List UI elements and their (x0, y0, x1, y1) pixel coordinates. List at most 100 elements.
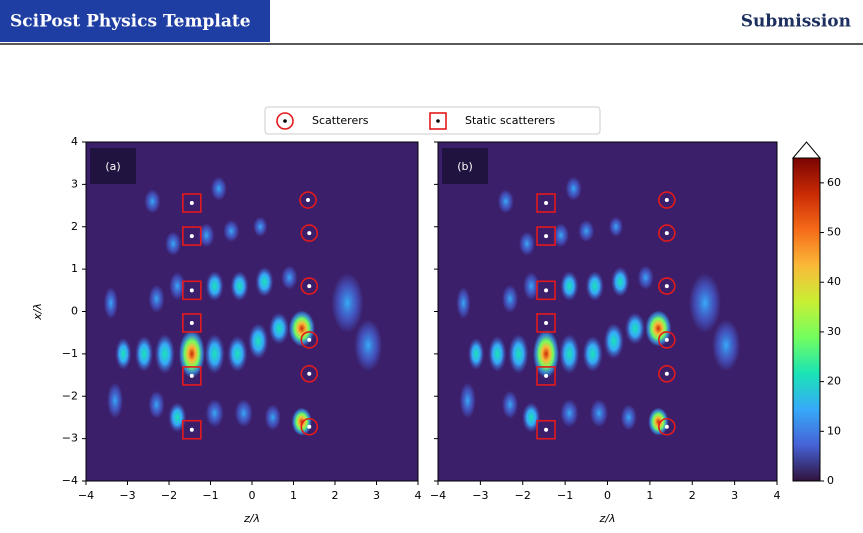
static-scatterer (536, 313, 556, 333)
scatterer-dot (306, 198, 311, 203)
fringe (552, 223, 569, 248)
fringe (559, 333, 580, 374)
scatterer-dot (189, 320, 194, 325)
x-tick-label: −4 (78, 489, 94, 502)
scatterer-dot (664, 284, 669, 289)
scatterer-dot (664, 371, 669, 376)
fringe (560, 271, 579, 302)
x-tick-label: 2 (332, 489, 339, 502)
header-status: Submission (741, 12, 851, 32)
scatterer (300, 224, 319, 242)
colorbar (792, 157, 821, 482)
heatmap-bg (86, 142, 418, 481)
legend-marker (429, 112, 447, 130)
fringe (502, 390, 519, 419)
fringe (533, 329, 560, 378)
x-tick-label: 1 (290, 489, 297, 502)
scatterer (300, 417, 319, 436)
scatterer (300, 364, 319, 383)
fringe (165, 231, 182, 256)
fringe (522, 402, 541, 433)
scatterer-dot (189, 427, 194, 432)
x-axis-label: z/λ (243, 512, 260, 525)
fringe (204, 333, 225, 374)
scatterer-dot (544, 234, 549, 239)
fringe (288, 310, 315, 347)
fringe (648, 407, 669, 436)
scatterer-dot (544, 288, 549, 293)
fringe (637, 265, 654, 290)
fringe (502, 284, 519, 313)
fringe (620, 404, 637, 431)
static-scatterer (182, 226, 202, 246)
fringe (255, 266, 274, 297)
static-scatterer (536, 193, 556, 213)
fringe (281, 265, 298, 290)
scatterer-dot (544, 427, 549, 432)
fringe (578, 219, 595, 242)
legend-box (264, 106, 601, 135)
fringe (210, 176, 227, 201)
scatterer-dot (189, 288, 194, 293)
fringe (227, 335, 248, 372)
y-tick-label: 2 (71, 220, 78, 233)
fringe (248, 323, 269, 360)
y-tick-label: 3 (71, 177, 78, 190)
fringe (168, 402, 187, 433)
heatmap-bg (438, 142, 777, 481)
fringe (148, 284, 165, 313)
colorbar-tick-label: 0 (827, 474, 834, 487)
x-axis-label: z/λ (599, 512, 616, 525)
fringe (497, 189, 514, 214)
x-tick-label: −2 (515, 489, 531, 502)
colorbar-tick-label: 40 (827, 275, 841, 288)
static-scatterer (182, 366, 202, 386)
fringe (611, 266, 630, 297)
fringe (468, 337, 485, 370)
fringe (712, 319, 741, 372)
static-scatterer (182, 193, 202, 213)
fringe (331, 273, 364, 334)
scatterer-dot (189, 234, 194, 239)
fringe (154, 333, 175, 374)
fringe (169, 272, 186, 301)
fringe (291, 407, 312, 436)
static-scatterer (182, 419, 202, 440)
scatterer (658, 417, 676, 436)
x-tick-label: 0 (249, 489, 256, 502)
fringe (488, 335, 507, 372)
legend-dot (283, 119, 287, 123)
scatterer-dot (544, 320, 549, 325)
y-tick-label: −4 (62, 474, 78, 487)
fringe (107, 382, 124, 419)
scatterer-dot (307, 337, 312, 342)
y-tick-label: −3 (62, 432, 78, 445)
scatterer (658, 364, 676, 383)
heatmap (86, 142, 418, 481)
fringe (518, 231, 535, 256)
fringe (148, 390, 165, 419)
scatterer-dot (189, 201, 194, 206)
colorbar-tick-label: 10 (827, 424, 841, 437)
x-tick-label: 0 (604, 489, 611, 502)
fringe (135, 335, 154, 372)
x-tick-label: 3 (373, 489, 380, 502)
scatterer-dot (544, 201, 549, 206)
fringe (688, 273, 721, 334)
x-tick-label: −3 (472, 489, 488, 502)
panel-label-box (442, 148, 488, 184)
legend-label: Static scatterers (465, 114, 555, 127)
panel-label: (a) (105, 160, 120, 173)
scatterer (658, 277, 676, 295)
static-scatterer (182, 313, 202, 333)
y-tick-label: −1 (62, 347, 78, 360)
fringe (608, 216, 623, 237)
fringe (508, 333, 529, 374)
fringe (115, 337, 132, 370)
fringe (625, 312, 646, 345)
x-tick-label: 4 (415, 489, 422, 502)
colorbar-tick-label: 50 (827, 226, 841, 239)
x-tick-label: −2 (161, 489, 177, 502)
fringe (205, 399, 224, 428)
